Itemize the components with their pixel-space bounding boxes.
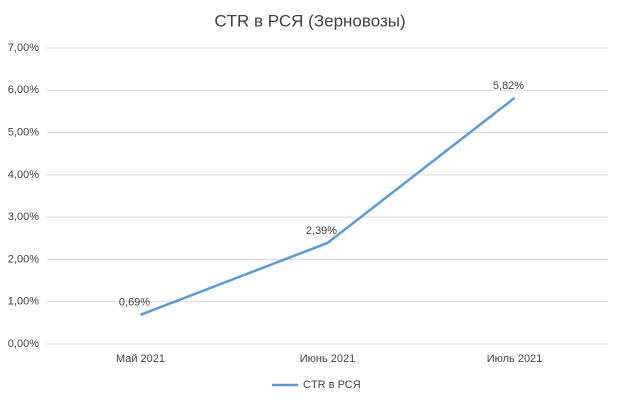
y-tick-label: 6,00% [8,84,39,96]
data-label: 2,39% [306,225,337,237]
x-tick-label: Июнь 2021 [300,353,356,365]
y-tick-label: 0,00% [8,338,39,350]
chart-title: CTR в РСЯ (Зерновозы) [214,11,405,30]
series-line [140,96,516,316]
x-tick-label: Май 2021 [116,353,165,365]
legend-label: CTR в РСЯ [303,379,361,391]
data-label: 0,69% [119,297,150,309]
y-tick-label: 2,00% [8,253,39,265]
y-tick-label: 5,00% [8,126,39,138]
y-tick-label: 1,00% [8,296,39,308]
y-tick-label: 4,00% [8,169,39,181]
y-tick-label: 7,00% [8,42,39,54]
x-tick-label: Июль 2021 [487,353,543,365]
data-label: 5,82% [493,80,524,92]
y-tick-label: 3,00% [8,211,39,223]
